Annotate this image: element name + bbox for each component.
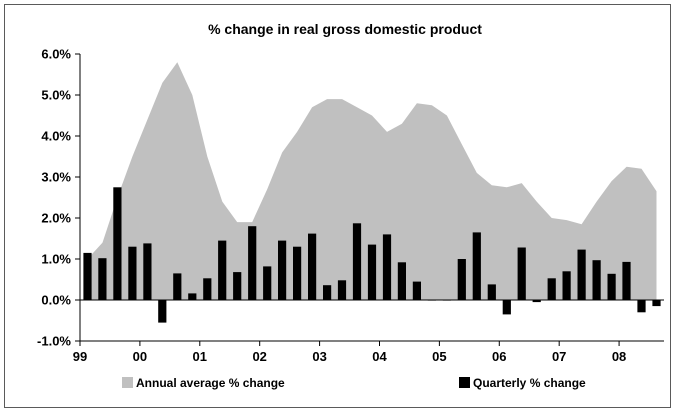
quarterly-bar: [367, 244, 377, 300]
quarterly-bar: [502, 300, 511, 315]
y-tick-label: 6.0%: [41, 47, 71, 62]
quarterly-bar: [622, 261, 631, 300]
quarterly-bar: [308, 233, 317, 300]
x-tick-label: 02: [252, 349, 266, 364]
x-tick-labels: 99 00 01 02 03 04 05 06 07 08: [73, 349, 627, 364]
chart-title: % change in real gross domestic product: [208, 21, 482, 37]
quarterly-bar: [472, 232, 481, 300]
quarterly-bar: [173, 273, 182, 300]
quarterly-bar: [128, 246, 137, 300]
quarterly-bar: [278, 240, 287, 300]
x-tick-label: 07: [552, 349, 566, 364]
quarterly-bar: [532, 300, 541, 303]
quarterly-bar: [143, 243, 152, 300]
quarterly-bar: [547, 278, 556, 300]
x-tick-label: 08: [612, 349, 626, 364]
y-tick-labels: -1.0% 0.0% 1.0% 2.0% 3.0% 4.0% 5.0% 6.0%: [37, 47, 71, 349]
quarterly-bar: [188, 293, 197, 300]
y-tick-label: 4.0%: [41, 129, 71, 144]
quarterly-bar: [652, 300, 661, 307]
legend: Annual average % change Quarterly % chan…: [122, 376, 586, 390]
quarterly-bar: [113, 187, 122, 301]
quarterly-bar: [98, 258, 107, 300]
annual-average-area: [87, 62, 657, 301]
quarterly-bar: [397, 262, 406, 300]
legend-swatch-annual: [122, 377, 133, 388]
quarterly-bar: [233, 272, 242, 300]
y-tick-label: 0.0%: [41, 293, 71, 308]
x-tick-label: 06: [492, 349, 506, 364]
quarterly-bar: [203, 278, 212, 300]
y-tick-label: 3.0%: [41, 170, 71, 185]
quarterly-bar: [607, 273, 616, 300]
x-tick-label: 03: [312, 349, 326, 364]
y-tick-label: 2.0%: [41, 211, 71, 226]
quarterly-bar: [562, 271, 571, 300]
quarterly-bar: [248, 226, 257, 300]
x-tick-label: 00: [133, 349, 147, 364]
quarterly-bar: [487, 284, 496, 300]
quarterly-bar: [293, 246, 302, 300]
y-tick-label: 1.0%: [41, 252, 71, 267]
quarterly-bar: [352, 223, 362, 300]
quarterly-bar: [263, 266, 272, 300]
quarterly-bar: [337, 280, 347, 300]
x-tick-label: 04: [372, 349, 387, 364]
quarterly-bar: [637, 300, 646, 313]
x-tick-label: 05: [432, 349, 446, 364]
quarterly-bar: [158, 300, 167, 323]
x-tick-label: 01: [193, 349, 207, 364]
quarterly-bar: [323, 285, 332, 300]
quarterly-bar: [218, 240, 227, 300]
axes: [75, 53, 664, 346]
quarterly-bar: [382, 234, 392, 300]
quarterly-bar: [577, 249, 586, 300]
legend-label-annual: Annual average % change: [136, 376, 285, 390]
quarterly-bar: [517, 247, 526, 300]
quarterly-bar: [457, 259, 466, 300]
quarterly-bar: [412, 281, 421, 300]
y-tick-label: 5.0%: [41, 88, 71, 103]
quarterly-bar: [592, 260, 601, 300]
legend-label-quarterly: Quarterly % change: [473, 376, 586, 390]
quarterly-bars: [83, 187, 661, 323]
x-tick-label: 99: [73, 349, 87, 364]
annual-average-area-shape: [87, 62, 657, 301]
legend-swatch-quarterly: [459, 377, 470, 388]
y-tick-label: -1.0%: [37, 334, 71, 349]
quarterly-bar: [83, 252, 92, 300]
